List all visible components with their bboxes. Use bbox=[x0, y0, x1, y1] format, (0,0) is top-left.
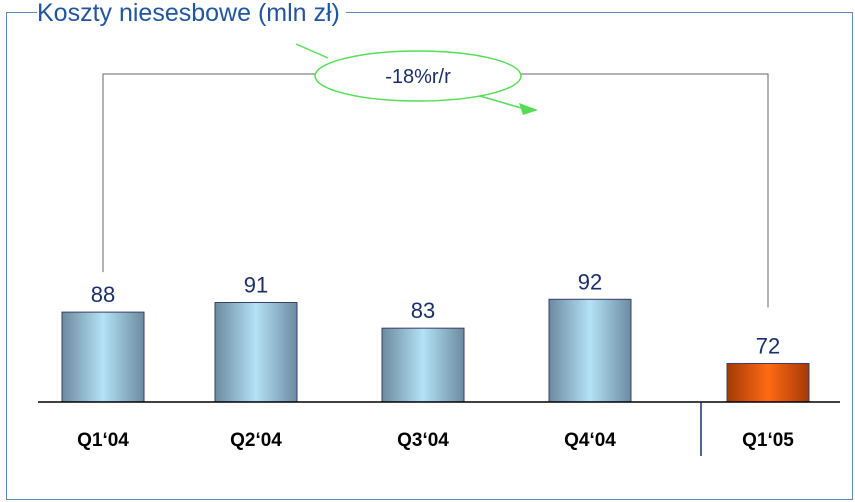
value-label-3: 83 bbox=[411, 298, 435, 323]
bar-2 bbox=[214, 301, 298, 403]
category-label-3: Q3‘04 bbox=[397, 430, 449, 451]
arrow-in bbox=[295, 43, 329, 59]
category-label-2: Q2‘04 bbox=[230, 430, 282, 451]
trend-arrows bbox=[295, 43, 538, 115]
bar-4 bbox=[548, 298, 632, 403]
value-labels-group: 88 91 83 92 72 bbox=[91, 269, 780, 358]
category-label-4: Q4‘04 bbox=[564, 430, 616, 451]
category-labels-group: Q1‘04 Q2‘04 Q3‘04 Q4‘04 Q1‘05 bbox=[77, 430, 794, 451]
bars-group bbox=[61, 298, 810, 403]
arrow-out bbox=[479, 95, 529, 111]
bar-3 bbox=[381, 327, 465, 403]
yoy-bracket bbox=[102, 73, 769, 308]
category-label-5: Q1‘05 bbox=[742, 430, 794, 451]
value-label-1: 88 bbox=[91, 282, 115, 307]
chart-frame: Koszty niesesbowe (mln zł) bbox=[6, 0, 853, 500]
value-label-5: 72 bbox=[756, 333, 780, 358]
arrow-head-icon bbox=[519, 103, 538, 115]
value-label-4: 92 bbox=[578, 269, 602, 294]
yoy-ellipse bbox=[314, 50, 522, 102]
chart-title: Koszty niesesbowe (mln zł) bbox=[37, 0, 346, 27]
value-label-2: 91 bbox=[244, 272, 268, 297]
bar-1 bbox=[61, 311, 145, 403]
yoy-change-label: -18%r/r bbox=[385, 66, 451, 88]
bar-5 bbox=[726, 362, 810, 403]
category-label-1: Q1‘04 bbox=[77, 430, 129, 451]
